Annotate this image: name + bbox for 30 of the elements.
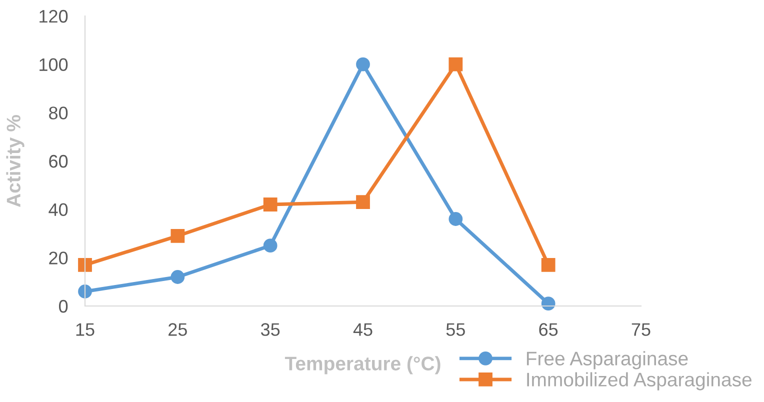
y-axis-title: Activity % xyxy=(6,115,24,207)
x-tick-label: 45 xyxy=(353,323,372,336)
point xyxy=(170,228,185,243)
x-tick-label: 35 xyxy=(260,323,280,336)
point xyxy=(541,258,556,272)
point xyxy=(356,57,370,72)
point xyxy=(78,258,92,272)
point xyxy=(448,212,463,226)
y-tick-label: 40 xyxy=(48,203,68,216)
y-tick-label: 60 xyxy=(49,154,68,168)
x-tick-label: 55 xyxy=(446,323,465,336)
legend-label: Immobilized Asparaginase xyxy=(527,372,752,390)
x-tick-label: 75 xyxy=(632,323,650,336)
point xyxy=(448,57,463,72)
y-tick-label: 100 xyxy=(40,58,68,72)
y-tick-label: 0 xyxy=(59,300,68,313)
x-tick-label: 65 xyxy=(539,323,558,336)
point xyxy=(170,270,185,284)
point xyxy=(263,238,278,253)
point xyxy=(78,284,92,298)
point xyxy=(356,195,370,210)
y-tick-label: 80 xyxy=(49,106,68,120)
x-tick-label: 15 xyxy=(76,323,94,336)
point xyxy=(541,296,556,311)
y-tick-label: 20 xyxy=(49,252,68,264)
y-tick-label: 120 xyxy=(40,10,68,23)
legend-label: Free Asparaginase xyxy=(526,351,688,370)
x-axis-title: Temperature (°C) xyxy=(284,356,440,374)
x-tick-label: 25 xyxy=(168,323,187,336)
point xyxy=(263,198,278,212)
